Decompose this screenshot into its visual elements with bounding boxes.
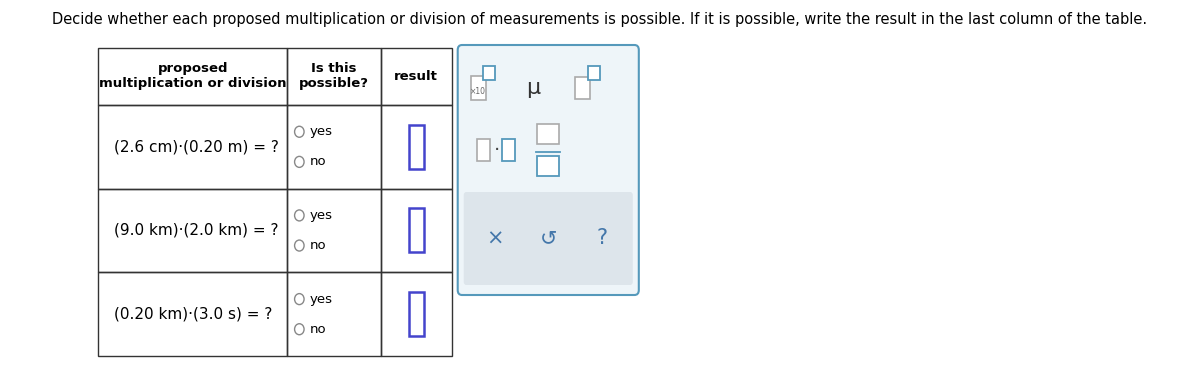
Circle shape	[294, 126, 304, 137]
Text: no: no	[310, 239, 326, 252]
Bar	[408, 292, 424, 336]
Text: (2.6 cm)·(0.20 m) = ?: (2.6 cm)·(0.20 m) = ?	[114, 139, 278, 154]
Bar	[380, 272, 451, 356]
Circle shape	[294, 240, 304, 251]
Bar	[380, 48, 451, 105]
Bar	[408, 125, 424, 169]
Bar	[98, 48, 287, 105]
Bar	[482, 66, 494, 80]
Circle shape	[294, 210, 304, 221]
Text: yes: yes	[310, 293, 332, 306]
Circle shape	[294, 294, 304, 305]
Bar	[287, 272, 380, 356]
Text: yes: yes	[310, 209, 332, 222]
Bar	[588, 66, 600, 80]
Bar	[538, 156, 559, 176]
FancyBboxPatch shape	[463, 192, 632, 285]
Text: Decide whether each proposed multiplication or division of measurements is possi: Decide whether each proposed multiplicat…	[53, 12, 1147, 27]
Text: no: no	[310, 323, 326, 336]
Text: (0.20 km)·(3.0 s) = ?: (0.20 km)·(3.0 s) = ?	[114, 307, 272, 321]
Bar	[538, 124, 559, 144]
Bar	[98, 189, 287, 272]
Bar	[380, 189, 451, 272]
Bar	[287, 189, 380, 272]
Bar	[98, 272, 287, 356]
Text: no: no	[310, 155, 326, 168]
Circle shape	[294, 324, 304, 335]
FancyBboxPatch shape	[457, 45, 638, 295]
Text: (9.0 km)·(2.0 km) = ?: (9.0 km)·(2.0 km) = ?	[114, 223, 278, 238]
Circle shape	[294, 156, 304, 167]
Bar	[408, 208, 424, 253]
Bar	[287, 105, 380, 189]
Text: ·: ·	[494, 141, 500, 159]
Text: μ: μ	[527, 78, 541, 98]
Text: Is this
possible?: Is this possible?	[299, 62, 370, 91]
Text: proposed
multiplication or division: proposed multiplication or division	[98, 62, 287, 91]
Text: result: result	[395, 70, 438, 83]
Text: yes: yes	[310, 125, 332, 138]
Bar	[470, 76, 486, 100]
Text: ?: ?	[596, 229, 607, 249]
Bar	[476, 139, 491, 161]
Bar	[380, 105, 451, 189]
Bar	[575, 77, 589, 99]
Text: ↺: ↺	[540, 229, 557, 249]
Text: ×: ×	[486, 229, 504, 249]
Text: ×10: ×10	[470, 86, 486, 96]
Bar	[287, 48, 380, 105]
Bar	[502, 139, 516, 161]
Bar	[98, 105, 287, 189]
